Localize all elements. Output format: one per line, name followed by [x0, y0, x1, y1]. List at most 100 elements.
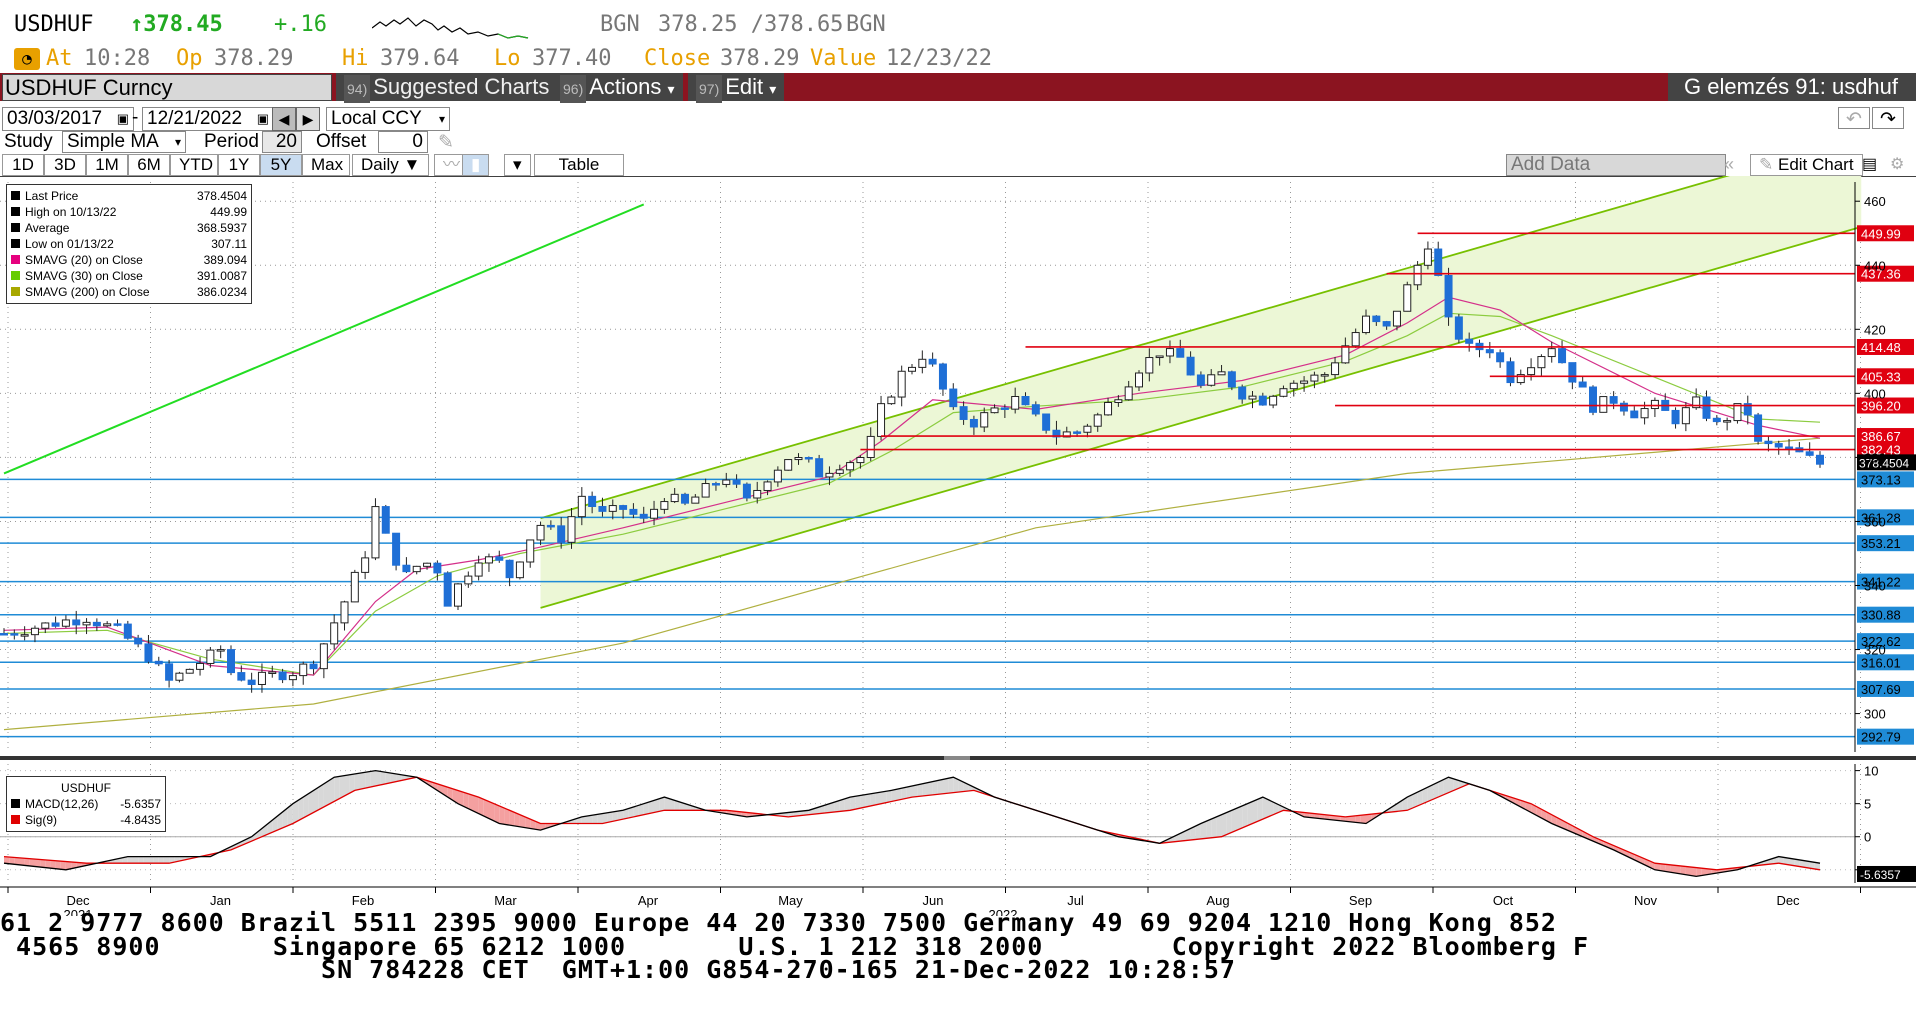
offset-field[interactable]: 0	[378, 131, 428, 153]
range-button-max[interactable]: Max	[302, 154, 350, 176]
macd-fill-segment	[783, 812, 789, 817]
macd-fill-segment	[9, 857, 15, 865]
candle-body	[1692, 396, 1701, 409]
offset-label: Offset	[316, 131, 367, 152]
macd-fill-segment	[545, 823, 551, 829]
next-period-button[interactable]: ▶	[296, 107, 320, 131]
macd-fill-segment	[1789, 858, 1795, 866]
candle-body	[1568, 362, 1577, 383]
pencil-icon[interactable]: ✎	[438, 132, 454, 153]
candle-body	[72, 619, 81, 626]
currency-select[interactable]: Local CCY ▾	[326, 107, 450, 131]
candle-body	[1331, 362, 1340, 376]
high-label: Hi	[342, 46, 369, 71]
macd-fill-segment	[850, 796, 856, 811]
macd-fill-segment	[1216, 814, 1222, 838]
high-value: 379.64	[380, 46, 460, 71]
macd-fill-segment	[45, 859, 51, 869]
range-button-1y[interactable]: 1Y	[218, 154, 260, 176]
suggested-charts-button[interactable]: 94) Suggested Charts	[336, 73, 558, 103]
actions-button[interactable]: 96) Actions ▾	[552, 73, 683, 103]
start-date-field[interactable]: 03/03/2017 ▣	[2, 107, 134, 131]
redo-button[interactable]: ↷	[1872, 107, 1904, 130]
macd-fill-segment	[932, 780, 938, 795]
candle-body	[1372, 315, 1381, 323]
candle-body	[1444, 274, 1453, 318]
candle-body	[1630, 410, 1639, 419]
macd-fill-segment	[1195, 823, 1201, 840]
support-label: 361.28	[1861, 510, 1901, 525]
calendar-icon[interactable]: ▣	[256, 111, 269, 126]
macd-fill-segment	[1433, 782, 1439, 800]
end-date-field[interactable]: 12/21/2022 ▣	[142, 107, 274, 131]
macd-fill-segment	[14, 857, 20, 865]
candle-body	[505, 559, 514, 579]
price-legend-item: SMAVG (20) on Close 389.094	[11, 252, 247, 268]
price-legend-swatch	[11, 287, 20, 296]
x-tick-label: Sep	[1349, 893, 1372, 908]
range-button-1d[interactable]: 1D	[2, 154, 44, 176]
add-data-input[interactable]: Add Data	[1506, 154, 1726, 176]
candle-body	[1217, 371, 1226, 376]
gear-icon[interactable]: ⚙	[1890, 156, 1905, 173]
macd-fill-segment	[256, 828, 262, 839]
frequency-select[interactable]: Daily ▼	[352, 154, 430, 176]
candle-body	[154, 660, 163, 665]
candle-body	[1207, 374, 1216, 386]
price-chart[interactable]: 373.13 361.28 353.21 341.22 330.88 322.62 316.…	[0, 176, 1916, 916]
dropdown-icon: ▾	[174, 135, 181, 149]
candle-body	[1454, 316, 1463, 340]
macd-fill-segment	[1231, 808, 1237, 833]
candle-body	[268, 671, 277, 674]
candle-style-button[interactable]: ▮	[462, 154, 490, 176]
edit-chart-button[interactable]: ✎ Edit Chart	[1750, 154, 1863, 176]
candle-body	[1382, 321, 1391, 327]
period-field[interactable]: 20	[262, 131, 302, 153]
range-button-1m[interactable]: 1M	[86, 154, 128, 176]
x-tick-label: Dec	[66, 893, 90, 908]
macd-legend: USDHUF MACD(12,26) -5.6357 Sig(9) -4.8435	[6, 776, 166, 832]
macd-fill-segment	[839, 798, 845, 812]
macd-fill-segment	[798, 810, 804, 816]
macd-fill-segment	[463, 792, 469, 809]
candle-body	[0, 633, 8, 636]
style-dropdown[interactable]: ▾	[504, 154, 531, 176]
macd-fill-segment	[906, 786, 912, 799]
study-select[interactable]: Simple MA ▾	[62, 131, 186, 153]
macd-fill-segment	[329, 777, 335, 805]
range-button-5y[interactable]: 5Y	[260, 154, 302, 176]
x-tick-label: Mar	[494, 893, 517, 908]
macd-fill-segment	[1350, 815, 1356, 823]
candle-body	[1537, 356, 1546, 369]
macd-fill-segment	[344, 774, 350, 796]
table-button[interactable]: Table	[534, 154, 624, 176]
macd-fill-segment	[1422, 787, 1428, 804]
range-button-3d[interactable]: 3D	[44, 154, 86, 176]
prev-period-button[interactable]: ◀	[272, 107, 296, 131]
macd-fill-segment	[1257, 797, 1263, 822]
range-button-6m[interactable]: 6M	[128, 154, 170, 176]
candle-body	[887, 396, 896, 405]
edit-button[interactable]: 97) Edit ▾	[688, 73, 785, 103]
security-field[interactable]: USDHUF Curncy	[2, 74, 332, 101]
collapse-icon[interactable]: «	[1724, 154, 1735, 174]
range-button-ytd[interactable]: YTD	[170, 154, 218, 176]
ticker: USDHUF	[14, 12, 94, 37]
support-tag	[1857, 509, 1914, 526]
calendar-icon[interactable]: ▣	[116, 111, 129, 126]
undo-button[interactable]: ↶	[1838, 107, 1870, 130]
support-tag	[1857, 573, 1914, 590]
macd-legend-title: USDHUF	[61, 781, 111, 795]
macd-fill-segment	[1541, 809, 1547, 821]
price-legend-value: 391.0087	[196, 269, 247, 283]
candle-body	[1589, 386, 1597, 413]
y-tick-label: 420	[1864, 322, 1886, 337]
macd-fill-segment	[458, 790, 464, 807]
macd-fill-segment	[349, 773, 355, 794]
macd-fill-segment	[855, 795, 861, 810]
macd-fill-segment	[19, 857, 25, 866]
chart-settings-icon[interactable]: ▤	[1862, 156, 1878, 173]
macd-fill-segment	[489, 801, 495, 821]
price-legend-swatch	[11, 239, 20, 248]
macd-fill-segment	[912, 784, 918, 798]
